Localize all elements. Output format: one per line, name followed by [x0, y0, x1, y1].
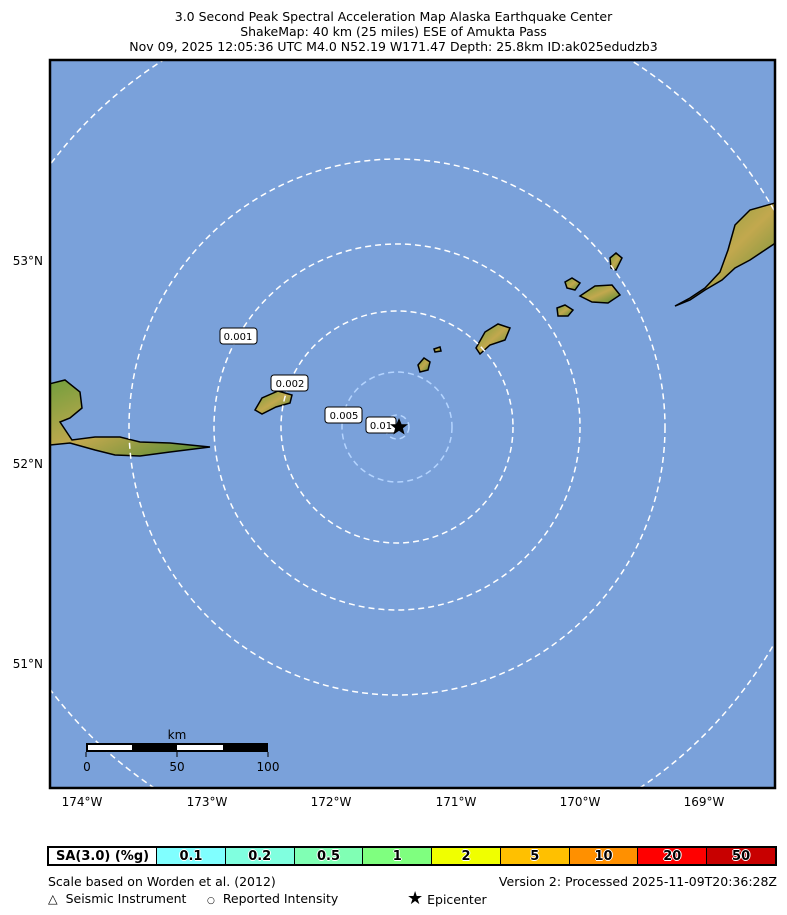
contour-0.002 [280, 310, 514, 544]
svg-text:km: km [168, 728, 187, 742]
legend-bin: 1 [362, 848, 432, 864]
epicenter-label: Epicenter [427, 892, 487, 907]
lon-label: 172°W [311, 795, 352, 809]
reported-intensity-label: Reported Intensity [222, 891, 339, 906]
island-small5 [578, 284, 622, 304]
lon-label: 174°W [62, 795, 103, 809]
lat-label: 51°N [13, 657, 43, 671]
legend-bin: 2 [431, 848, 500, 864]
island-small1 [417, 357, 431, 373]
island-small3 [556, 304, 575, 317]
map-subtitle: ShakeMap: 40 km (25 miles) ESE of Amukta… [240, 24, 547, 39]
intensity-legend: SA(3.0) (%g) 0.1 0.2 0.5 1 2 5 10 20 50 [47, 846, 777, 866]
svg-text:50: 50 [169, 760, 184, 774]
island-small4 [564, 277, 582, 291]
contour-label-0.002: 0.002 [276, 379, 305, 390]
star-icon: ★ [407, 888, 424, 909]
contour-label-0.001: 0.001 [224, 332, 253, 343]
legend-bin: 5 [499, 848, 569, 864]
lon-label: 173°W [187, 795, 228, 809]
contour-label-0.01: 0.01 [370, 421, 392, 432]
legend-bin: 20 [637, 848, 707, 864]
lon-label: 169°W [684, 795, 725, 809]
legend-bin: 0.1 [156, 848, 225, 864]
map-frame [48, 58, 777, 790]
ocean [50, 60, 775, 788]
svg-text:0: 0 [83, 760, 91, 774]
triangle-icon: △ [48, 891, 58, 906]
legend-bin: 0.2 [224, 848, 294, 864]
legend-bin: 10 [568, 848, 638, 864]
contour-0.001 [213, 243, 581, 611]
land-masses [50, 202, 775, 457]
contour-label-0.005: 0.005 [330, 411, 359, 422]
lon-label: 171°W [436, 795, 477, 809]
island-seguam [253, 390, 293, 415]
map-title: 3.0 Second Peak Spectral Acceleration Ma… [174, 9, 613, 24]
island-west [50, 379, 211, 457]
island-east [674, 202, 775, 307]
star-icon [390, 418, 408, 435]
legend-label: SA(3.0) (%g) [49, 848, 157, 864]
lat-label: 53°N [13, 254, 43, 268]
island-amlia [475, 323, 512, 356]
scale-bar: km 0 50 100 [83, 728, 279, 774]
svg-text:100: 100 [257, 760, 280, 774]
lon-label: 170°W [560, 795, 601, 809]
shakemap-map: 0.001 0.002 0.005 0.01 km 0 50 100 53°N … [13, 58, 777, 809]
lat-label: 52°N [13, 457, 43, 471]
legend-bin: 0.5 [293, 848, 363, 864]
circle-icon: ○ [207, 896, 215, 906]
contour-outer-1 [128, 158, 666, 696]
contour-0.005 [341, 371, 453, 483]
island-small2 [433, 346, 442, 353]
event-info: Nov 09, 2025 12:05:36 UTC M4.0 N52.19 W1… [129, 39, 658, 54]
seismic-instrument-label: Seismic Instrument [65, 891, 187, 906]
contour-0.01 [384, 414, 410, 440]
legend-bin: 50 [706, 848, 775, 864]
version-info: Version 2: Processed 2025-11-09T20:36:28… [498, 874, 777, 889]
scale-note: Scale based on Worden et al. (2012) [48, 874, 276, 889]
contours [50, 60, 775, 788]
